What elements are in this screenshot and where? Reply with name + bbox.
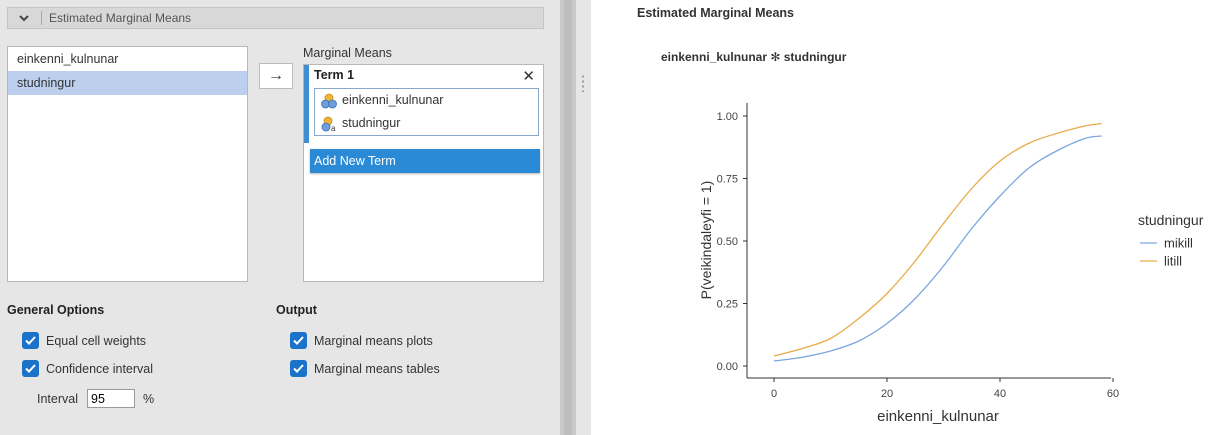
x-axis-label: einkenni_kulnunar [877, 408, 999, 425]
marginal-means-plot: 0.00 0.25 0.50 0.75 1.00 0 20 40 60 einkenni_kul… [698, 103, 1204, 425]
variable-list[interactable]: einkenni_kulnunar studningur [7, 46, 248, 282]
general-options-title: General Options [7, 303, 105, 317]
y-tick-label: 1.00 [717, 111, 738, 123]
term-accent-bar [304, 65, 309, 143]
transfer-button[interactable]: → [259, 63, 293, 89]
x-tick-label: 40 [994, 388, 1006, 400]
interval-label: Interval [37, 392, 78, 406]
arrow-right-icon: → [268, 67, 284, 84]
series-line-litill [773, 122, 1102, 357]
legend-title: studningur [1138, 212, 1204, 228]
results-title: Estimated Marginal Means [637, 6, 794, 20]
marginal-means-plots-label: Marginal means plots [314, 334, 433, 348]
y-tick-label: 0.00 [717, 361, 738, 373]
y-axis-label: P(veikindaleyfi = 1) [698, 181, 714, 300]
marginal-means-tables-label: Marginal means tables [314, 362, 440, 376]
confidence-interval-label: Confidence interval [46, 362, 154, 376]
marginal-means-label: Marginal Means [303, 46, 392, 60]
add-new-term-button[interactable]: Add New Term [310, 149, 540, 173]
check-icon [293, 336, 304, 345]
term-variable-list[interactable]: einkenni_kulnunar a studningur [314, 88, 539, 136]
term-variable-label: einkenni_kulnunar [342, 93, 444, 107]
interval-unit: % [143, 392, 155, 406]
close-icon[interactable]: ✕ [522, 68, 535, 85]
drag-handle-icon[interactable] [581, 74, 585, 92]
term-variable[interactable]: einkenni_kulnunar [315, 89, 538, 112]
check-icon [25, 336, 36, 345]
y-tick-label: 0.75 [717, 174, 738, 186]
header-separator [41, 11, 42, 25]
svg-text:a: a [331, 124, 336, 132]
nominal-variable-icon: a [321, 116, 336, 132]
interval-input[interactable] [87, 389, 135, 408]
marginal-means-box[interactable]: Term 1 ✕ einkenni_kulnunar a [303, 64, 544, 282]
equal-cell-weights-checkbox[interactable] [22, 332, 39, 349]
x-tick-label: 60 [1107, 388, 1119, 400]
confidence-interval-checkbox[interactable] [22, 360, 39, 377]
chevron-down-icon[interactable] [12, 8, 36, 28]
section-header[interactable]: Estimated Marginal Means [7, 7, 544, 29]
section-title: Estimated Marginal Means [49, 11, 192, 25]
series-line-mikill [773, 135, 1102, 362]
x-tick-label: 0 [771, 388, 777, 400]
y-tick-label: 0.50 [717, 236, 738, 248]
splitter-gap [576, 0, 591, 435]
legend-label-mikill: mikill [1164, 236, 1193, 251]
term-variable[interactable]: a studningur [315, 112, 538, 135]
continuous-variable-icon [321, 93, 337, 109]
marginal-means-tables-checkbox[interactable] [290, 360, 307, 377]
term-title: Term 1 [314, 68, 355, 82]
variable-item[interactable]: einkenni_kulnunar [17, 52, 119, 66]
term-block[interactable]: Term 1 ✕ einkenni_kulnunar a [304, 65, 543, 143]
plot-title: einkenni_kulnunar ✻ studningur [661, 50, 847, 64]
results-panel: Estimated Marginal Means einkenni_kulnun… [591, 0, 1219, 435]
term-variable-label: studningur [342, 116, 401, 130]
check-icon [293, 364, 304, 373]
marginal-means-plots-checkbox[interactable] [290, 332, 307, 349]
options-panel: Estimated Marginal Means einkenni_kulnun… [0, 0, 560, 435]
check-icon [25, 364, 36, 373]
variable-item-selected[interactable]: studningur [8, 71, 247, 95]
panel-splitter[interactable] [560, 0, 576, 435]
x-tick-label: 20 [881, 388, 893, 400]
output-title: Output [276, 303, 317, 317]
y-tick-label: 0.25 [717, 299, 738, 311]
legend-label-litill: litill [1164, 254, 1182, 269]
equal-cell-weights-label: Equal cell weights [46, 334, 147, 348]
